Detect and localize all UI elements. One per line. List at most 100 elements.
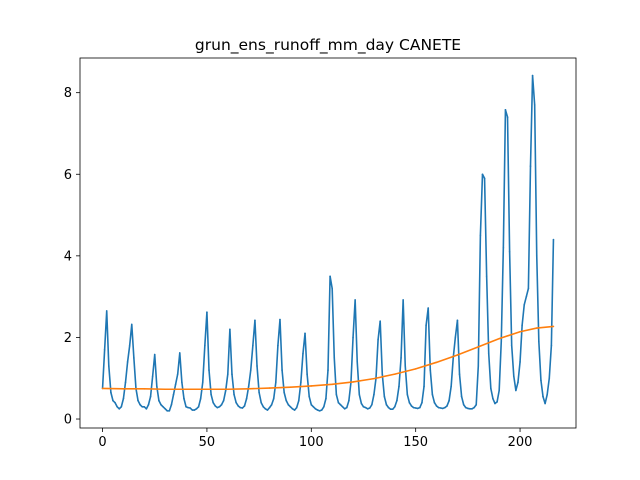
series-1-point-204	[527, 287, 530, 290]
series-1-point-166	[448, 399, 450, 402]
series-2-point-17	[456, 354, 459, 356]
series-1-point-155	[425, 324, 427, 327]
series-1-point-134	[381, 373, 384, 375]
series-1-point-101	[312, 405, 315, 408]
series-1-point-69	[245, 397, 248, 400]
series-1-point-105	[320, 409, 323, 411]
series-1-point-79	[266, 409, 269, 411]
series-1-point-203	[525, 295, 528, 298]
series-1-point-42	[189, 407, 192, 409]
series-1-point-41	[187, 406, 189, 409]
series-1-point-151	[416, 407, 419, 410]
series-1-point-97	[304, 332, 306, 335]
series-1-point-164	[444, 406, 446, 409]
series-1-point-64	[235, 401, 237, 404]
series-1-point-25	[153, 353, 156, 356]
y-axis: 0 2 4 6 8	[64, 86, 80, 428]
series-1-point-5	[112, 399, 114, 402]
series-1-point-194	[506, 116, 509, 118]
series-1-point-68	[243, 405, 246, 407]
series-2-point-7	[247, 388, 250, 390]
series-1-point-129	[371, 403, 373, 406]
series-1-point-186	[490, 387, 492, 390]
series-1-point-158	[431, 393, 434, 396]
series-1-point-56	[218, 405, 221, 408]
series-1-point-116	[343, 408, 346, 410]
series-1-point-147	[408, 401, 411, 404]
series-1-point-115	[341, 405, 344, 408]
series-1-point-51	[208, 369, 210, 371]
series-2-point-9	[289, 386, 292, 389]
series-1-point-13	[128, 344, 131, 347]
series-1-point-123	[358, 393, 361, 396]
series-1-point-216	[552, 238, 555, 241]
series-1-point-100	[310, 403, 313, 406]
series-1-point-85	[279, 318, 281, 321]
series-1-point-112	[335, 393, 338, 396]
series-1-point-180	[477, 365, 480, 367]
series-1-point-84	[277, 344, 279, 347]
series-1-point-122	[356, 361, 359, 363]
series-1-point-195	[508, 250, 511, 253]
series-2-point-3	[164, 388, 166, 391]
series-1-point-176	[469, 408, 471, 410]
series-1-point-103	[316, 409, 319, 411]
series-1-point-54	[214, 405, 217, 407]
series-1-point-48	[201, 381, 204, 384]
series-1-point-38	[181, 381, 183, 384]
series-2-point-19	[498, 337, 500, 340]
series-1-point-8	[118, 408, 121, 410]
series-1-point-58	[222, 399, 225, 402]
series-1-point-109	[329, 275, 331, 278]
series-1-point-181	[479, 234, 482, 237]
series-1-point-94	[297, 399, 300, 402]
series-1-point-66	[239, 406, 242, 409]
series-1-point-91	[291, 408, 294, 410]
series-1-point-63	[233, 393, 235, 396]
series-1-point-159	[433, 401, 436, 404]
series-1-point-128	[368, 407, 371, 409]
series-1-point-77	[262, 405, 265, 408]
series-1-point-174	[464, 406, 467, 409]
series-1-point-136	[385, 403, 388, 406]
series-layer	[101, 74, 555, 412]
series-1-point-37	[178, 352, 181, 354]
series-1-point-106	[323, 405, 325, 408]
series-1-point-99	[308, 395, 311, 398]
series-1-point-167	[450, 385, 452, 388]
series-1-point-198	[515, 389, 517, 392]
series-1-point-33	[170, 403, 173, 406]
series-1-point-124	[360, 402, 363, 405]
series-1-point-32	[168, 410, 171, 412]
series-1-point-211	[542, 395, 544, 398]
series-1-point-3	[108, 365, 110, 367]
x-axis: 0 50 100 150 200	[98, 428, 532, 450]
series-1-point-50	[206, 311, 208, 313]
series-1-point-154	[423, 385, 425, 388]
series-1-point-81	[270, 403, 273, 406]
series-1-point-144	[402, 299, 404, 301]
series-1-point-191	[500, 340, 503, 343]
series-1-point-75	[258, 391, 260, 394]
series-1-point-6	[114, 401, 116, 404]
series-2-point-20	[519, 330, 521, 333]
series-1-point-46	[197, 405, 200, 408]
series-1-point-49	[204, 344, 206, 347]
series-1-point-202	[523, 304, 526, 306]
series-2	[101, 325, 555, 391]
series-2-point-2	[143, 388, 146, 390]
series-1-point-177	[471, 408, 473, 410]
series-1-point-28	[160, 403, 162, 406]
series-1-point-145	[404, 365, 407, 367]
series-1-point-36	[176, 373, 179, 375]
series-1-point-138	[389, 408, 392, 411]
series-1-point-190	[498, 389, 500, 392]
series-2-point-14	[394, 373, 396, 375]
series-1-point-67	[241, 407, 244, 409]
series-1-point-169	[454, 336, 457, 339]
series-1-point-73	[254, 319, 256, 322]
x-tick-label: 150	[403, 435, 428, 450]
series-1-point-142	[398, 385, 400, 388]
series-1-point-107	[325, 397, 327, 400]
